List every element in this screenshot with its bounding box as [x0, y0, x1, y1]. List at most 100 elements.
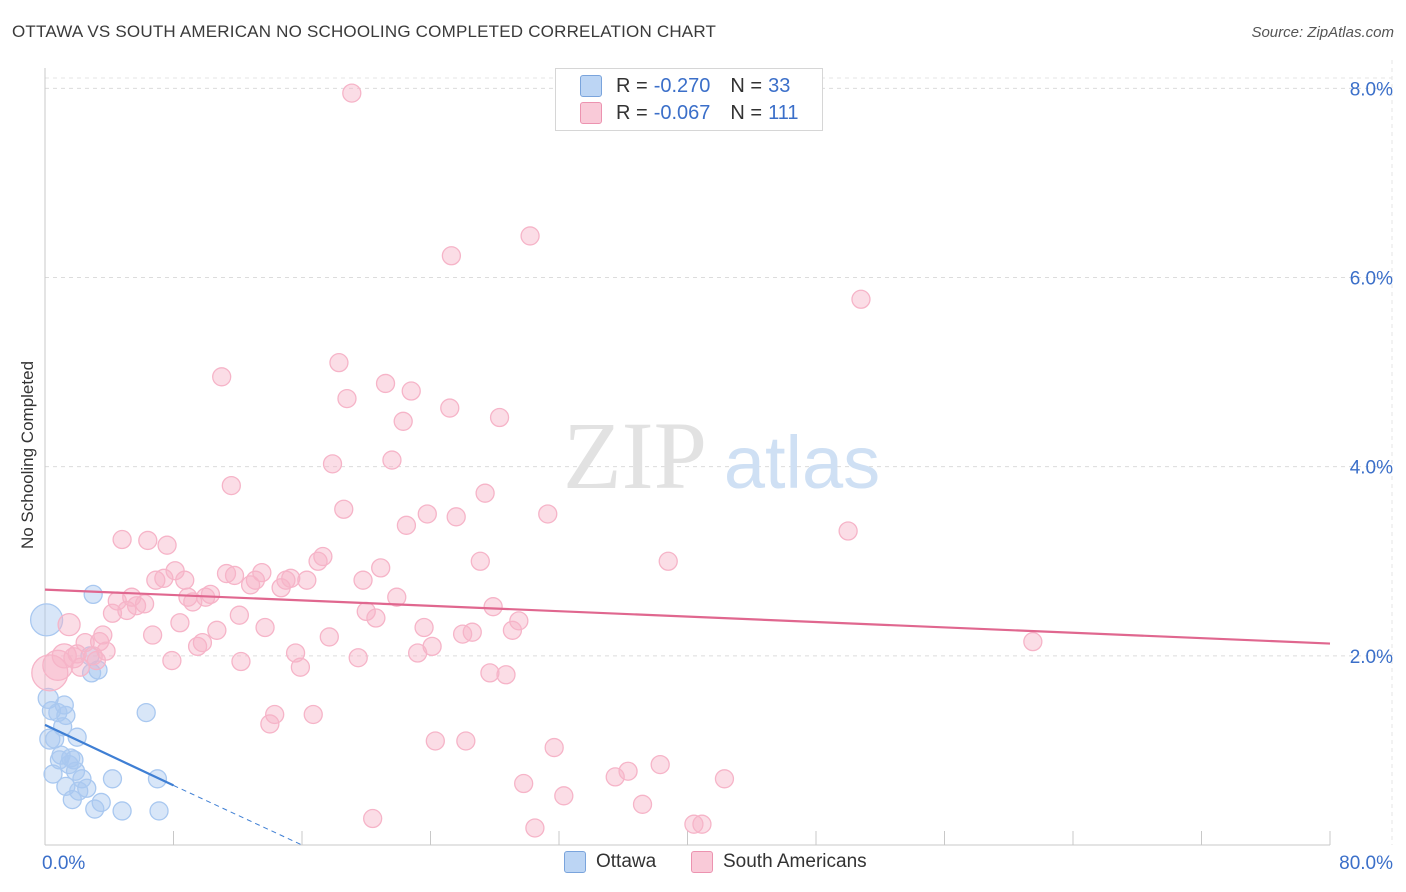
south-americans-point: [102, 603, 123, 623]
south-americans-point: [502, 620, 523, 640]
south-americans-point: [322, 454, 343, 474]
legend-n-value: 33: [768, 74, 791, 97]
ottawa-point: [29, 603, 64, 637]
south-americans-point: [452, 624, 473, 644]
tick-labels: 2.0% 4.0% 6.0% 8.0% 0.0% 80.0%: [42, 79, 1393, 874]
axes: [44, 68, 1331, 846]
south-americans-point: [544, 737, 564, 758]
legend-row-ottawa: R = -0.270 N = 33: [580, 73, 790, 99]
south-americans-point: [231, 651, 251, 672]
south-americans-point: [245, 570, 266, 590]
south-americans-point: [334, 499, 354, 519]
south-americans-point: [57, 612, 81, 637]
south-americans-point: [441, 246, 462, 266]
south-americans-point: [520, 226, 540, 246]
south-americans-point: [96, 641, 116, 661]
south-americans-point: [514, 773, 534, 794]
south-americans-point: [221, 475, 241, 496]
south-americans-point: [496, 665, 516, 685]
south-americans-point: [134, 594, 155, 614]
ottawa-point: [72, 769, 92, 789]
y-tick-label: 4.0%: [1350, 458, 1393, 479]
watermark-atlas: atlas: [724, 421, 880, 504]
south-americans-point: [414, 617, 434, 638]
series-legend-ottawa[interactable]: Ottawa: [564, 851, 656, 873]
legend-n-label: N =: [730, 101, 763, 124]
south-americans-point: [632, 794, 653, 814]
legend-swatch-south-americans: [580, 102, 602, 124]
ottawa-point: [112, 801, 132, 821]
south-americans-point: [207, 620, 227, 640]
south-americans-point: [216, 563, 237, 584]
series-swatch-ottawa: [564, 851, 586, 873]
south-americans-point: [162, 650, 182, 671]
watermark-zip: ZIP: [563, 402, 707, 509]
south-americans-point: [200, 584, 221, 605]
south-americans-point: [142, 625, 163, 645]
south-americans-point: [319, 627, 339, 647]
south-americans-point: [714, 769, 735, 789]
south-americans-point: [175, 570, 195, 590]
south-americans-point: [93, 625, 113, 645]
ottawa-trend-line-extension: [173, 784, 303, 846]
south-americans-trend-line: [44, 588, 1331, 645]
south-americans-point: [31, 654, 69, 692]
south-americans-point: [401, 381, 421, 401]
watermark: ZIP atlas: [563, 402, 880, 509]
trend-lines: [44, 588, 1331, 846]
south-americans-point: [70, 657, 90, 677]
series-swatch-south-americans: [691, 851, 713, 873]
south-americans-point: [192, 632, 213, 653]
south-americans-point: [375, 373, 396, 394]
south-americans-point: [313, 546, 333, 567]
y-tick-label: 2.0%: [1350, 647, 1393, 668]
series-label-south-americans: South Americans: [723, 851, 867, 872]
south-americans-point: [456, 731, 476, 751]
correlation-legend: R = -0.270 N = 33 R = -0.067 N = 111: [555, 68, 823, 131]
south-americans-point: [297, 570, 317, 590]
data-points: [29, 83, 1043, 838]
ottawa-point: [56, 705, 76, 726]
south-americans-point: [329, 353, 349, 373]
south-americans-point: [281, 568, 301, 588]
south-americans-point: [387, 587, 407, 607]
south-americans-point: [342, 83, 362, 103]
chart-title: OTTAWA VS SOUTH AMERICAN NO SCHOOLING CO…: [12, 22, 717, 41]
series-legend-south-americans[interactable]: South Americans: [691, 851, 867, 873]
south-americans-point: [348, 648, 368, 668]
south-americans-point: [170, 613, 190, 633]
south-americans-point: [525, 818, 545, 838]
south-americans-point: [366, 608, 386, 628]
south-americans-point: [154, 568, 174, 588]
south-americans-point: [382, 450, 402, 470]
south-americans-point: [538, 504, 558, 524]
south-americans-point: [303, 704, 323, 725]
south-americans-point: [157, 535, 177, 555]
ottawa-point: [43, 764, 63, 784]
south-americans-point: [212, 367, 232, 387]
legend-r-value: -0.270: [653, 74, 711, 97]
south-americans-point: [252, 562, 272, 583]
south-americans-point: [851, 289, 871, 309]
south-americans-point: [483, 597, 503, 617]
south-americans-point: [440, 398, 460, 418]
south-americans-point: [255, 617, 275, 638]
south-americans-point: [396, 515, 417, 535]
south-americans-point: [446, 507, 466, 527]
south-americans-point: [393, 411, 413, 431]
ottawa-point: [136, 702, 156, 723]
south-americans-point: [509, 611, 529, 631]
south-americans-point: [684, 814, 704, 834]
legend-r-label: R =: [616, 101, 648, 124]
south-americans-point: [363, 808, 383, 829]
legend-r-value: -0.067: [653, 101, 711, 124]
south-americans-point: [353, 570, 373, 590]
south-americans-point: [265, 704, 285, 725]
south-americans-point: [462, 622, 482, 642]
south-americans-point: [554, 786, 574, 806]
south-americans-point: [285, 643, 306, 663]
x-tick-label: 80.0%: [1339, 853, 1393, 874]
ottawa-point: [91, 792, 111, 813]
south-americans-point: [692, 814, 712, 834]
